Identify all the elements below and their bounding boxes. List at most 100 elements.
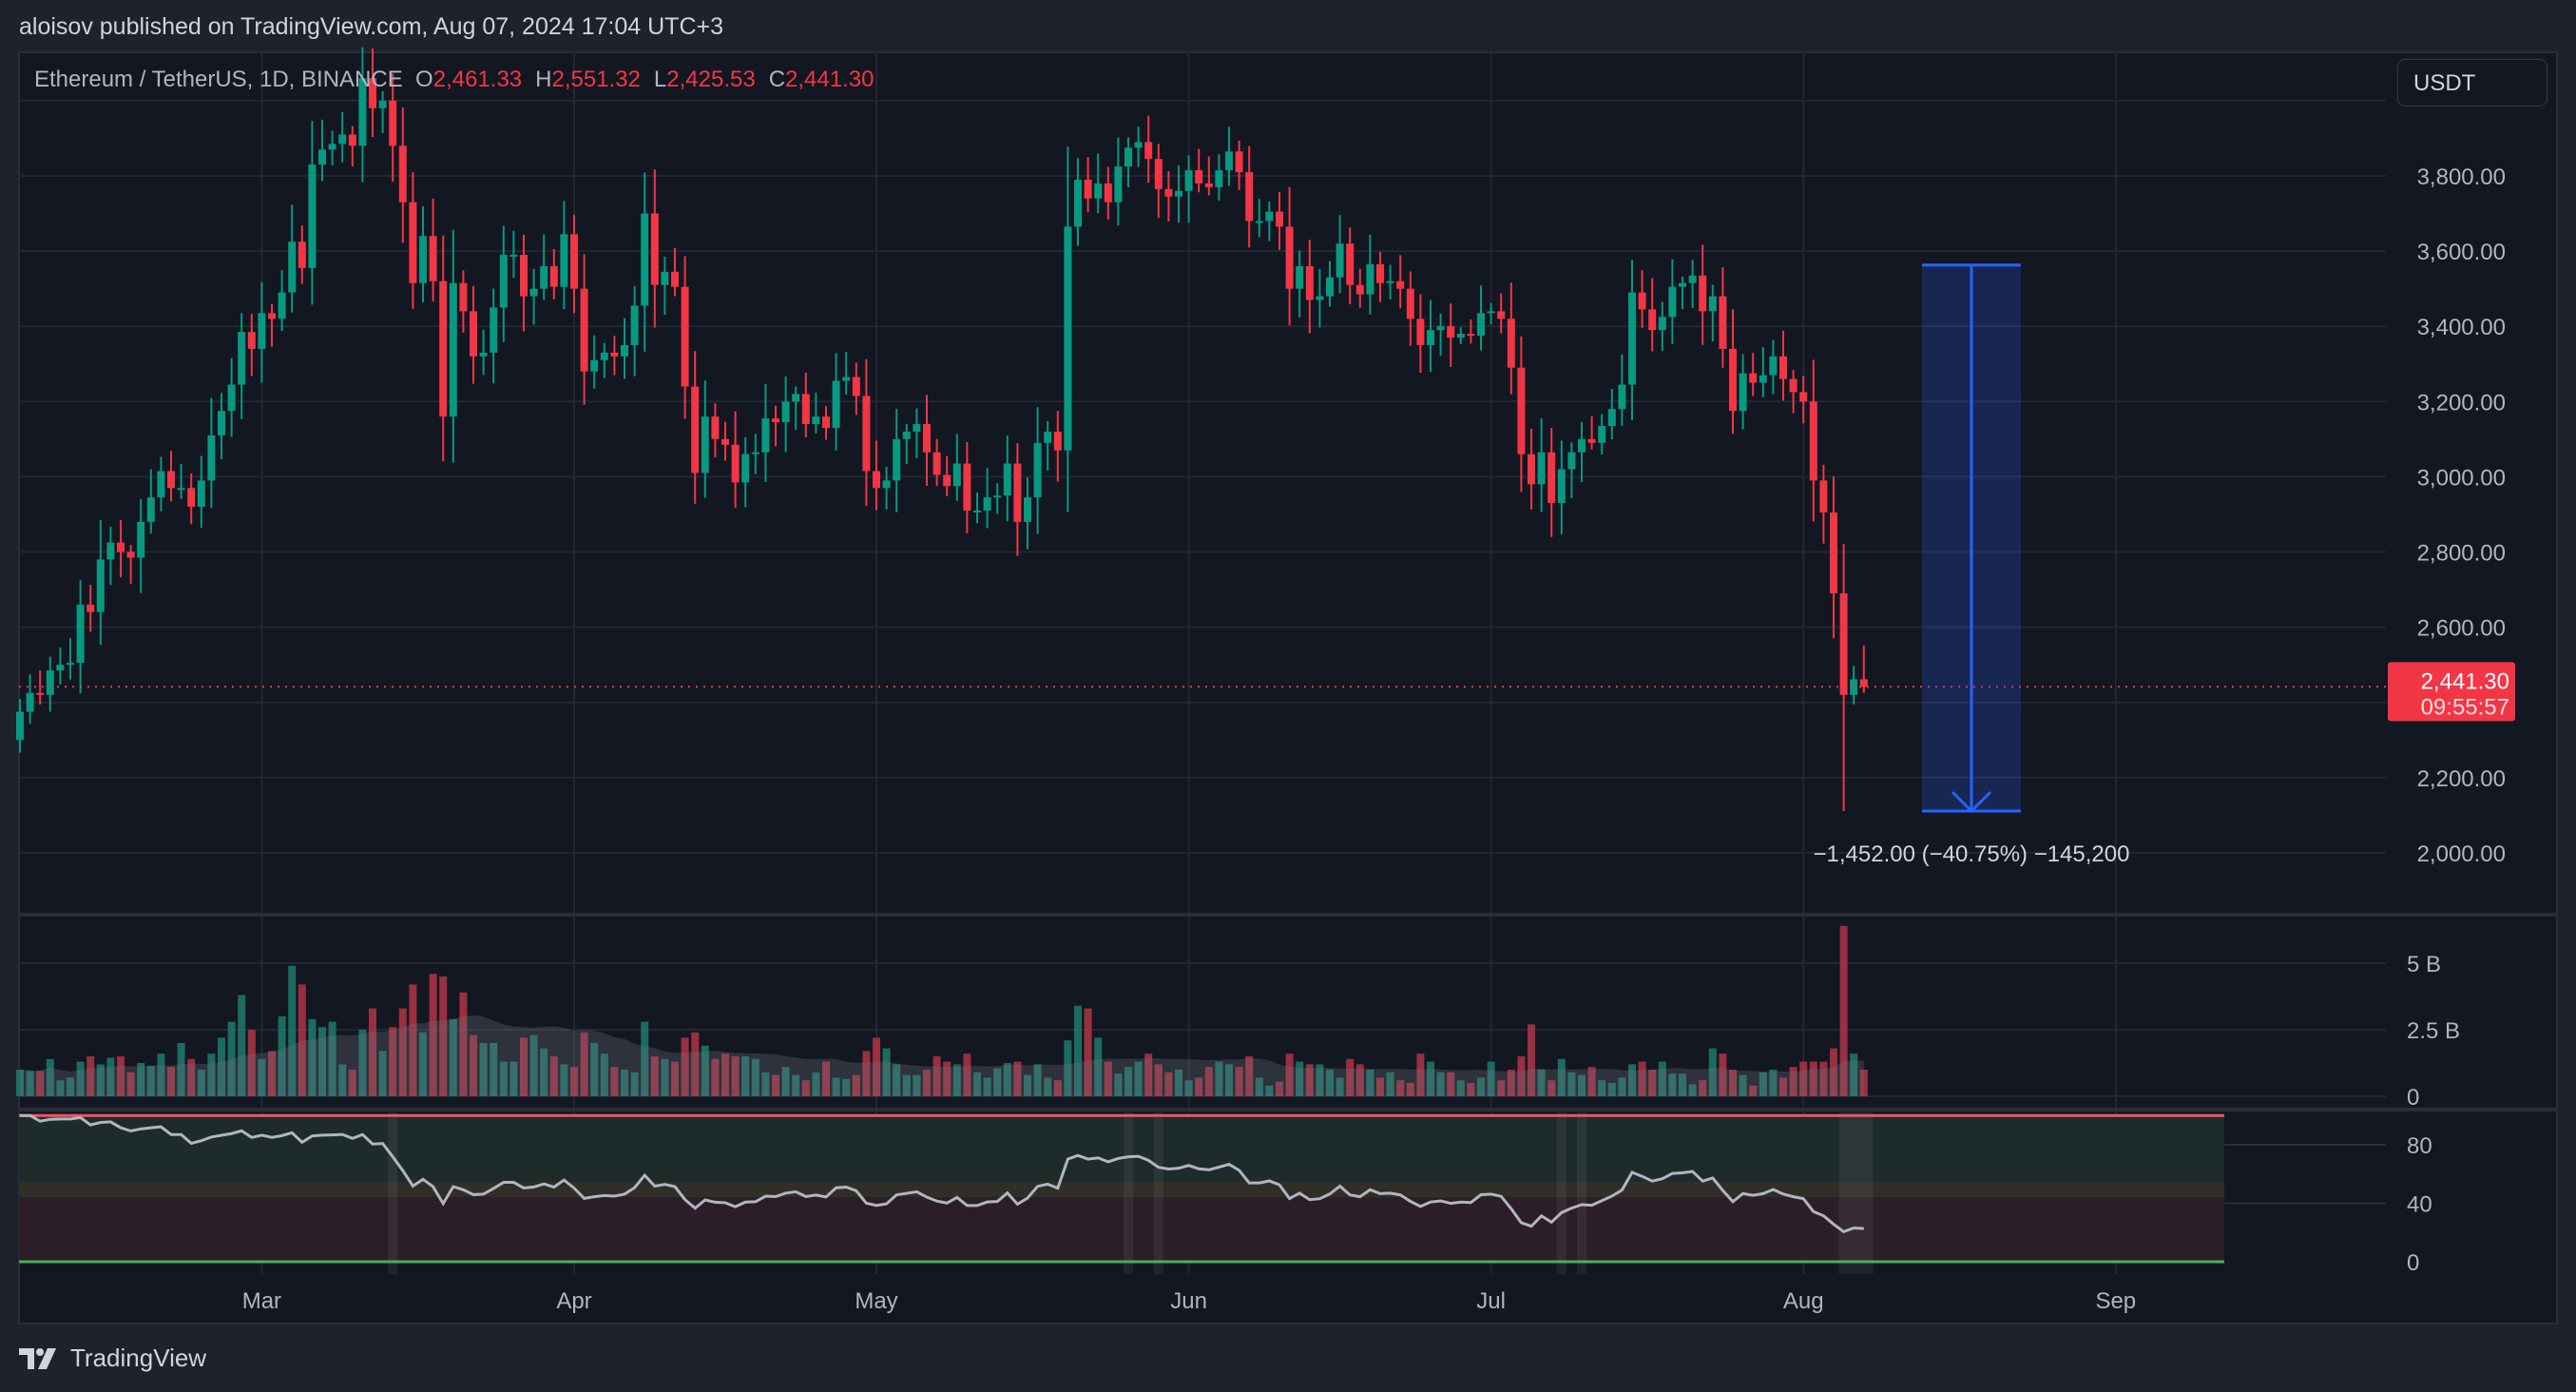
volume-bar bbox=[842, 1078, 851, 1096]
candle-up bbox=[197, 480, 205, 508]
volume-bar bbox=[1316, 1064, 1324, 1096]
candle-up bbox=[973, 510, 981, 512]
volume-bar bbox=[812, 1072, 820, 1096]
symbol-title[interactable]: Ethereum / TetherUS, 1D, BINANCE bbox=[34, 67, 403, 92]
oscillator-highlight bbox=[388, 1112, 398, 1274]
candle-down bbox=[721, 438, 729, 445]
oscillator-tick-label: 0 bbox=[2407, 1250, 2419, 1276]
candle-up bbox=[1668, 286, 1677, 318]
volume-bar bbox=[1184, 1080, 1193, 1096]
price-tick-label: 3,400.00 bbox=[2417, 315, 2506, 340]
candle-down bbox=[1789, 378, 1797, 393]
volume-bar bbox=[1094, 1037, 1103, 1096]
candle-up bbox=[207, 435, 216, 481]
volume-tick-label: 2.5 B bbox=[2407, 1018, 2460, 1044]
candle-down bbox=[923, 424, 931, 453]
volume-bar bbox=[348, 1070, 356, 1096]
volume-bar bbox=[1688, 1084, 1697, 1096]
candle-down bbox=[932, 452, 941, 475]
volume-bar bbox=[338, 1064, 347, 1096]
volume-bar bbox=[1346, 1058, 1355, 1096]
oscillator-zone bbox=[19, 1197, 2224, 1262]
volume-bar bbox=[1064, 1040, 1072, 1096]
volume-bar bbox=[46, 1058, 54, 1096]
candle-up bbox=[1255, 221, 1263, 223]
volume-bar bbox=[1125, 1067, 1132, 1096]
open-label: O bbox=[415, 67, 433, 92]
candle-down bbox=[1699, 275, 1707, 312]
candle-down bbox=[1195, 170, 1203, 184]
candle-down bbox=[1355, 284, 1364, 295]
candle-up bbox=[1024, 497, 1031, 522]
candle-down bbox=[1447, 326, 1455, 338]
tradingview-logo[interactable]: TradingView bbox=[19, 1344, 206, 1373]
volume-bar bbox=[852, 1074, 860, 1096]
candle-up bbox=[1366, 263, 1375, 295]
volume-bar bbox=[1719, 1054, 1727, 1096]
time-tick-label: Sep bbox=[2095, 1288, 2136, 1314]
candle-down bbox=[1799, 392, 1808, 402]
candle-up bbox=[1477, 313, 1485, 337]
candle-up bbox=[952, 463, 961, 487]
volume-bar bbox=[449, 1018, 457, 1096]
candle-down bbox=[298, 242, 306, 268]
volume-bar bbox=[540, 1048, 548, 1096]
oscillator-highlight bbox=[1124, 1112, 1133, 1274]
volume-bar bbox=[268, 1051, 276, 1096]
volume-bar bbox=[298, 984, 306, 1096]
candle-down bbox=[1830, 512, 1837, 594]
oscillator-highlight bbox=[1153, 1112, 1163, 1274]
volume-bar bbox=[419, 1032, 427, 1096]
candle-down bbox=[822, 416, 830, 428]
candle-up bbox=[1225, 151, 1233, 171]
candle-up bbox=[258, 313, 266, 349]
candle-up bbox=[56, 665, 65, 671]
volume-bar bbox=[238, 995, 246, 1096]
candle-down bbox=[1346, 243, 1355, 285]
volume-bar bbox=[1013, 1061, 1022, 1096]
candle-down bbox=[549, 265, 558, 287]
volume-bar bbox=[1436, 1072, 1445, 1096]
oscillator-tick-label: 40 bbox=[2407, 1192, 2432, 1218]
volume-bar bbox=[529, 1034, 538, 1096]
volume-bar bbox=[1044, 1077, 1052, 1096]
volume-bar bbox=[288, 965, 297, 1096]
candle-down bbox=[126, 551, 135, 558]
candle-up bbox=[1688, 275, 1697, 283]
volume-bar bbox=[1134, 1061, 1143, 1096]
candle-up bbox=[1628, 292, 1636, 385]
volume-bar bbox=[1819, 1061, 1828, 1096]
volume-bar bbox=[67, 1077, 74, 1096]
volume-bar bbox=[1648, 1070, 1657, 1096]
candle-up bbox=[1003, 463, 1011, 496]
candles bbox=[16, 47, 1868, 811]
volume-bar bbox=[76, 1061, 85, 1096]
volume-bar bbox=[1729, 1070, 1737, 1096]
volume-bar bbox=[1285, 1054, 1294, 1096]
volume-bar bbox=[1668, 1073, 1677, 1096]
volume-bar bbox=[1477, 1077, 1485, 1096]
volume-bar bbox=[832, 1077, 840, 1096]
candle-up bbox=[1033, 442, 1042, 498]
currency-unit-button[interactable]: USDT bbox=[2397, 59, 2547, 106]
candle-down bbox=[268, 313, 276, 319]
volume-bar bbox=[167, 1067, 175, 1096]
volume-bar bbox=[358, 1030, 367, 1096]
volume-bar bbox=[1528, 1024, 1535, 1096]
price-range-measure[interactable]: −1,452.00 (−40.75%) −145,200 bbox=[1814, 263, 2130, 867]
volume-bar bbox=[157, 1054, 165, 1096]
candle-down bbox=[1467, 334, 1475, 337]
volume-bar bbox=[1708, 1048, 1717, 1096]
candle-up bbox=[1114, 166, 1123, 203]
candle-up bbox=[328, 144, 336, 150]
low-label: L bbox=[653, 67, 667, 92]
volume-bar bbox=[1154, 1064, 1163, 1096]
volume-bar bbox=[1427, 1061, 1434, 1096]
volume-bar bbox=[1376, 1077, 1384, 1096]
volume-bar bbox=[862, 1051, 871, 1096]
volume-bar bbox=[1204, 1067, 1213, 1096]
candle-up bbox=[630, 305, 639, 345]
candle-up bbox=[479, 352, 488, 357]
low-value: 2,425.53 bbox=[666, 67, 756, 92]
